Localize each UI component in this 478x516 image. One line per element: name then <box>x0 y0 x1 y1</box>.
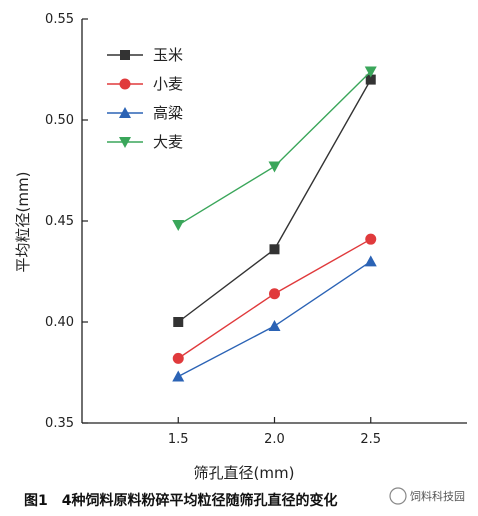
data-point <box>268 161 281 173</box>
y-axis-title: 平均粒径(mm) <box>14 172 32 273</box>
legend-item: 小麦 <box>107 75 183 93</box>
legend-label: 高粱 <box>153 104 183 122</box>
legend-item: 大麦 <box>107 133 183 151</box>
legend-label: 玉米 <box>153 46 183 64</box>
x-tick-label: 2.0 <box>264 432 285 447</box>
legend-label: 大麦 <box>153 133 183 151</box>
series-1 <box>173 74 376 327</box>
series-2 <box>172 233 377 364</box>
y-tick-label: 0.55 <box>45 12 74 27</box>
x-tick-label: 1.5 <box>168 432 189 447</box>
data-point <box>269 244 280 255</box>
series-3 <box>172 255 377 382</box>
ticks: 0.35 0.40 0.45 0.50 0.55 1.5 2.0 2.5 <box>45 12 381 447</box>
series-line <box>177 79 372 323</box>
legend-marker <box>120 50 130 60</box>
series-line <box>177 71 372 226</box>
data-point <box>364 66 377 78</box>
wechat-icon <box>389 487 407 505</box>
series-layer <box>172 66 377 382</box>
figure-caption: 图1 4种饲料原料粉碎平均粒径随筛孔直径的变化 <box>24 492 337 509</box>
x-axis-title: 筛孔直径(mm) <box>194 464 295 482</box>
watermark-text: 饲料科技园 <box>410 489 465 503</box>
data-point <box>172 352 184 364</box>
data-point <box>364 255 377 267</box>
legend-marker <box>119 78 131 90</box>
y-tick-label: 0.40 <box>45 315 74 330</box>
y-tick-label: 0.45 <box>45 214 74 229</box>
data-point <box>173 317 184 327</box>
legend-item: 玉米 <box>107 46 183 64</box>
axes <box>81 19 467 424</box>
y-tick-label: 0.50 <box>45 113 74 128</box>
data-point <box>172 370 185 382</box>
y-tick-label: 0.35 <box>45 416 74 431</box>
legend-marker <box>119 137 131 148</box>
watermark: 饲料科技园 <box>389 487 465 505</box>
data-point <box>365 74 376 85</box>
legend-item: 高粱 <box>107 104 183 122</box>
x-tick-label: 2.5 <box>360 432 381 447</box>
legend-marker <box>119 107 131 118</box>
data-point <box>172 220 185 232</box>
data-point <box>365 233 377 245</box>
data-point <box>268 320 281 332</box>
data-point <box>269 288 280 300</box>
legend-label: 小麦 <box>153 75 183 93</box>
series-line <box>177 260 372 378</box>
series-4 <box>172 66 377 232</box>
